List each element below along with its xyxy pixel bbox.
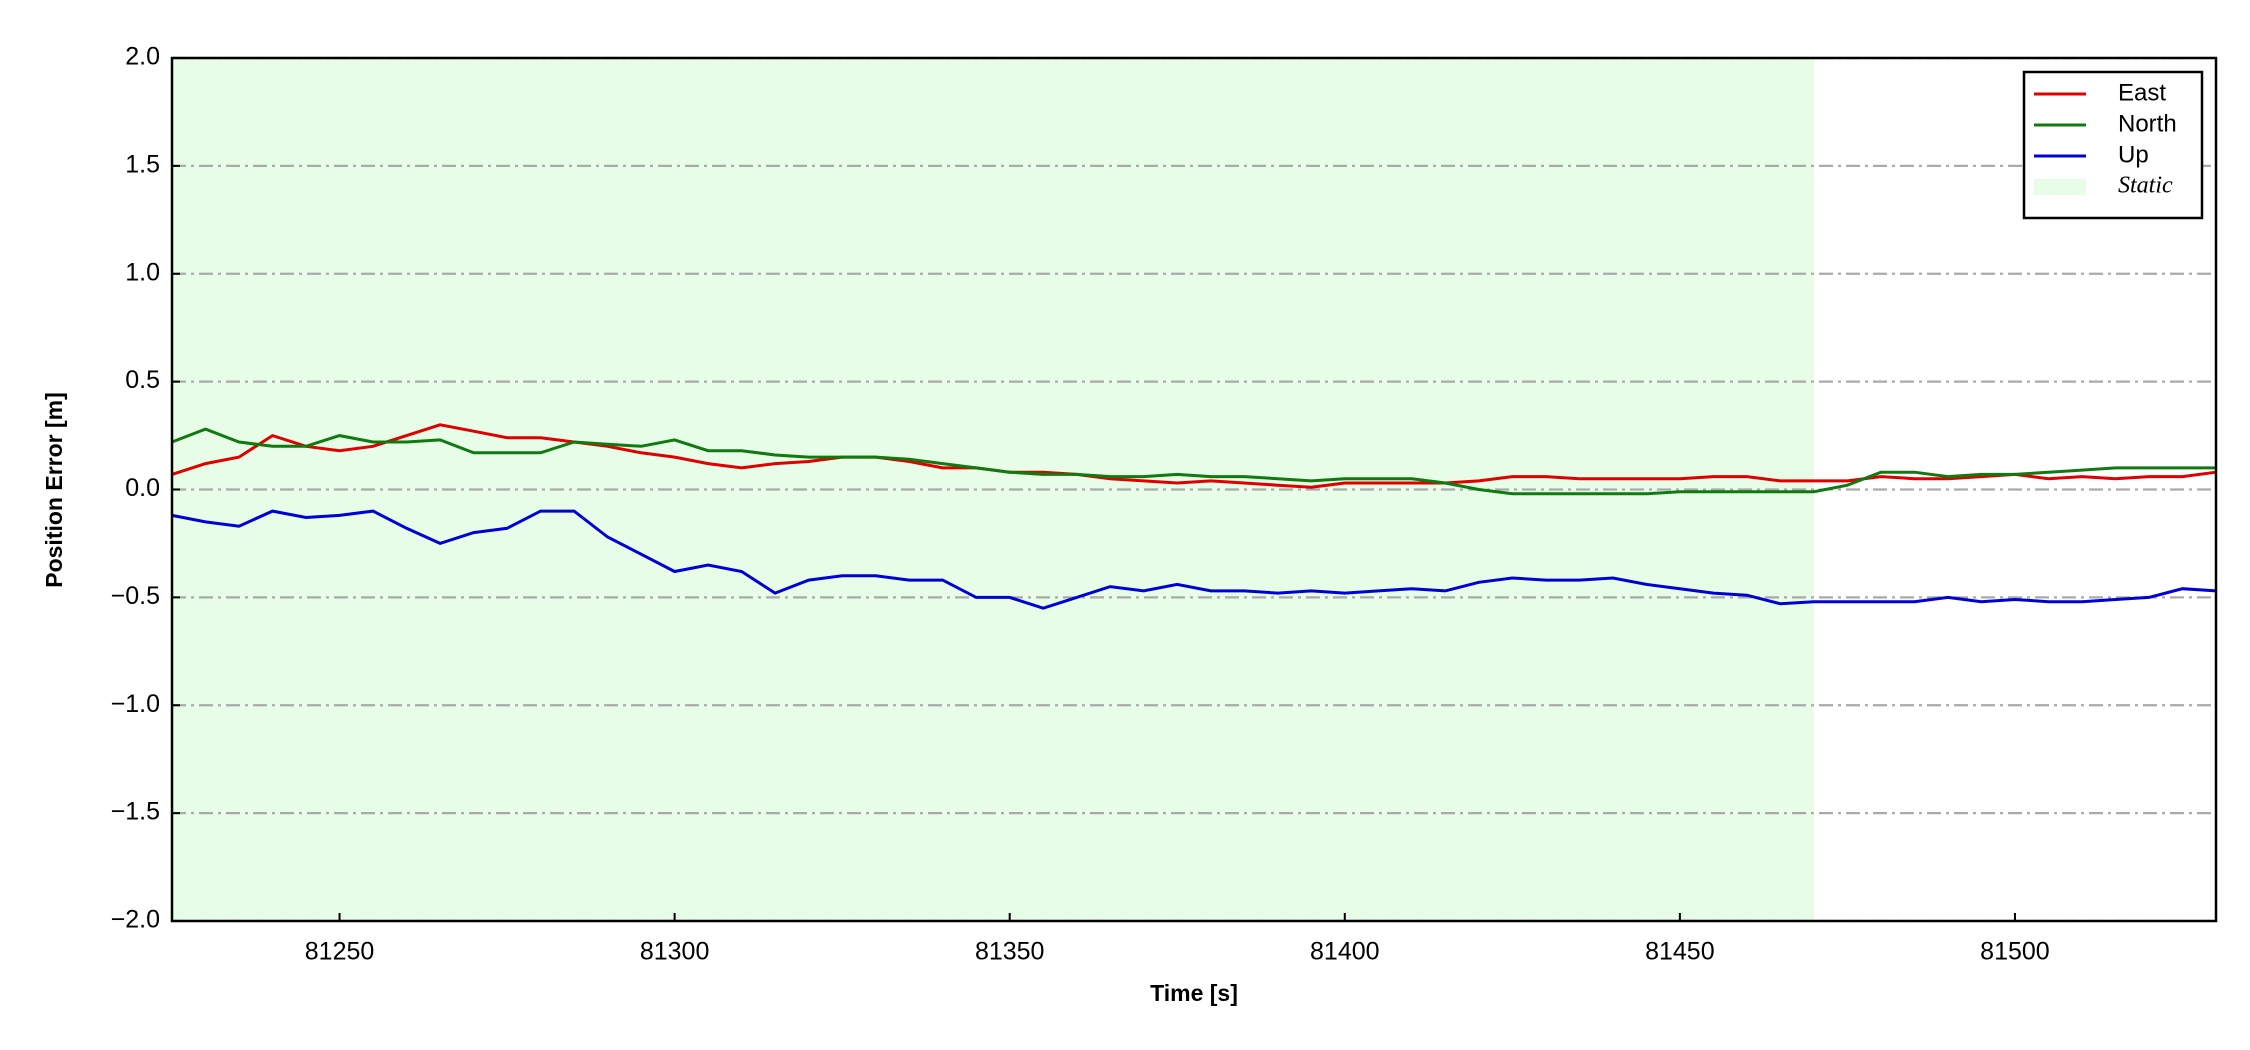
y-tick-label: −0.5 bbox=[111, 582, 160, 610]
y-tick-label: −1.5 bbox=[111, 798, 160, 826]
legend-label: Static bbox=[2118, 173, 2173, 199]
legend: East North Up Static bbox=[2022, 70, 2204, 220]
series-line bbox=[171, 423, 2217, 489]
x-tick-label: 81450 bbox=[1645, 938, 1715, 966]
y-tick-label: −2.0 bbox=[111, 906, 160, 934]
y-tick-label: −1.0 bbox=[111, 690, 160, 718]
x-tick-label: 81350 bbox=[975, 938, 1045, 966]
series-line bbox=[171, 509, 2217, 610]
y-tick-label: 1.5 bbox=[125, 150, 160, 178]
x-tick-label: 81300 bbox=[640, 938, 710, 966]
y-tick-label: 0.5 bbox=[125, 366, 160, 394]
y-tick-label: 2.0 bbox=[125, 43, 160, 71]
legend-label: Up bbox=[2118, 141, 2149, 168]
legend-swatch bbox=[2034, 179, 2086, 195]
x-axis-label: Time [s] bbox=[1150, 980, 1238, 1006]
x-tick-label: 81400 bbox=[1310, 938, 1380, 966]
y-axis-label: Position Error [m] bbox=[41, 392, 67, 588]
y-tick-label: 1.0 bbox=[125, 258, 160, 286]
legend-label: North bbox=[2118, 110, 2177, 137]
plot-frame bbox=[170, 56, 2218, 923]
series-line bbox=[171, 427, 2216, 496]
x-tick-label: 81250 bbox=[305, 938, 375, 966]
legend-label: East bbox=[2118, 79, 2166, 106]
y-tick-label: 0.0 bbox=[125, 474, 160, 502]
x-tick-label: 81500 bbox=[1980, 938, 2050, 966]
